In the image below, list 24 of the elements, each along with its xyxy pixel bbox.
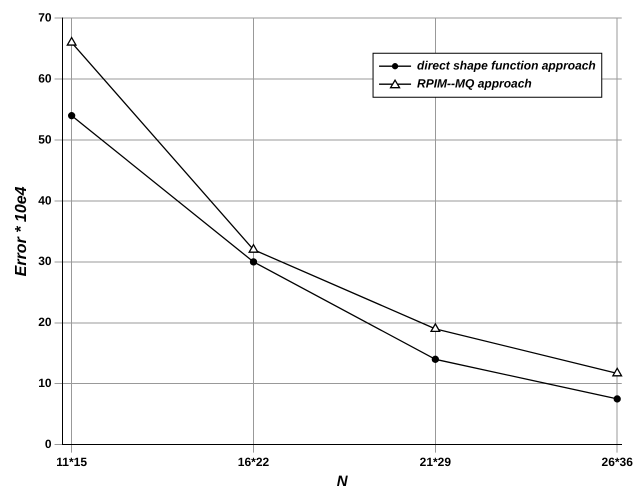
y-tick-label: 70 [38,10,52,25]
y-tick-label: 60 [38,71,52,86]
point [614,395,621,403]
y-tick-label: 20 [38,315,52,330]
point [248,244,258,253]
point [250,258,258,266]
legend-label: direct shape function approach [417,58,596,73]
y-tick-label: 50 [38,132,52,146]
y-tick-label: 0 [44,436,52,451]
point [612,368,622,376]
y-tick-label: 10 [38,376,52,390]
legend-label: RPIM--MQ approach [417,76,532,91]
x-tick-label: 16*22 [238,455,270,470]
x-tick-label: 21*29 [420,455,452,470]
point [68,112,76,120]
y-tick-label: 30 [38,254,52,268]
y-axis-title: Error * 10e4 [13,186,30,276]
point [430,323,440,332]
point [432,356,439,363]
x-axis-title: N [336,473,349,490]
x-tick-label: 11*15 [56,455,88,470]
y-tick-label: 40 [38,193,52,208]
x-tick-label: 26*36 [602,455,634,470]
point [66,36,77,46]
